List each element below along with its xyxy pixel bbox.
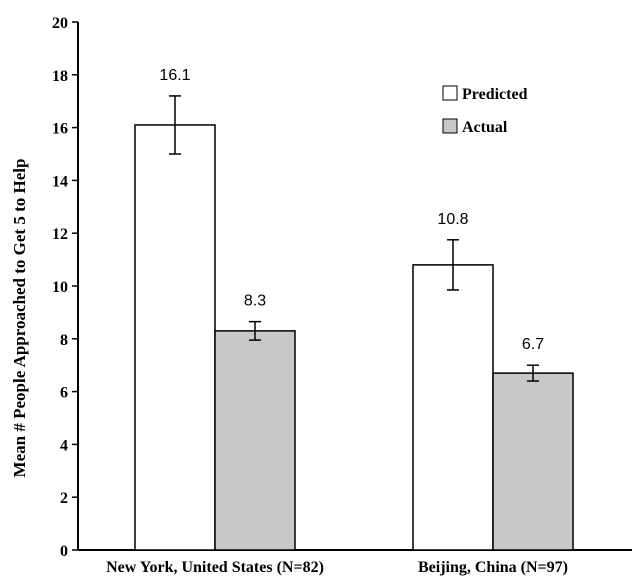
legend: Predicted Actual	[442, 85, 528, 136]
bar-actual-0	[214, 330, 296, 551]
data-label: 16.1	[159, 67, 190, 84]
legend-swatch-actual	[442, 118, 458, 134]
bar-predicted-0	[134, 124, 216, 551]
data-labels: 16.1 8.3 10.8 6.7	[159, 67, 544, 353]
y-tick-label: 18	[52, 68, 68, 85]
legend-label-predicted: Predicted	[462, 86, 528, 103]
y-tick-label: 8	[60, 332, 68, 349]
legend-label-actual: Actual	[462, 119, 508, 136]
data-label: 6.7	[522, 336, 544, 353]
error-bars	[169, 95, 539, 382]
category-label: Beijing, China (N=97)	[418, 559, 568, 576]
legend-swatch-predicted	[442, 85, 458, 101]
y-axis-label: Mean # People Approached to Get 5 to Hel…	[10, 159, 29, 478]
y-tick-label: 12	[52, 226, 68, 243]
y-tick-label: 20	[52, 15, 68, 32]
data-label: 8.3	[244, 293, 266, 310]
category-label: New York, United States (N=82)	[106, 559, 324, 576]
y-tick-label: 10	[52, 279, 68, 296]
y-tick-label: 6	[60, 385, 68, 402]
y-tick-label: 2	[60, 490, 68, 507]
data-label: 10.8	[437, 211, 468, 228]
y-tick-label: 14	[52, 173, 68, 190]
y-tick-label: 16	[52, 121, 68, 138]
y-tick-label: 4	[60, 437, 68, 454]
bar-actual-1	[492, 372, 574, 551]
y-tick-label: 0	[60, 543, 68, 560]
bar-predicted-1	[412, 264, 494, 551]
bars	[134, 124, 574, 551]
category-labels: New York, United States (N=82) Beijing, C…	[106, 559, 568, 576]
